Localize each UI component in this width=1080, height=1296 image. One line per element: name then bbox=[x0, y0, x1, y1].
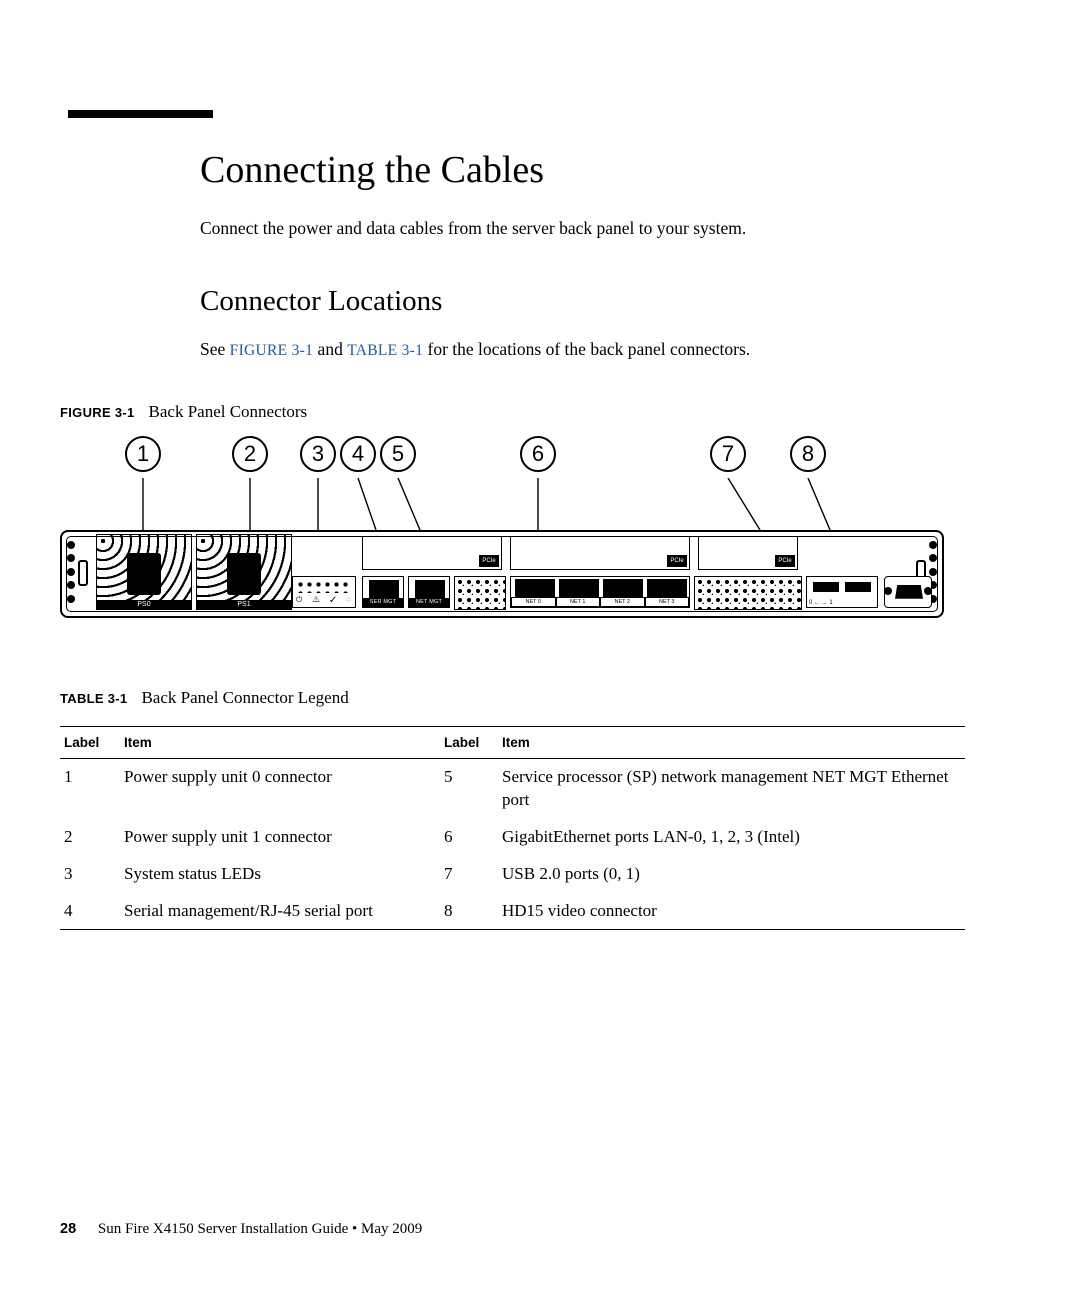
heading-connecting-cables: Connecting the Cables bbox=[200, 148, 990, 192]
table-row: 1Power supply unit 0 connector5Service p… bbox=[60, 758, 965, 818]
table-label: TABLE 3-1 bbox=[60, 691, 127, 706]
ref-pre: See bbox=[200, 339, 230, 359]
table-cell: 5 bbox=[440, 758, 498, 818]
table-title: Back Panel Connector Legend bbox=[141, 688, 348, 707]
callout-2: 2 bbox=[232, 436, 268, 472]
table-cell: System status LEDs bbox=[120, 856, 440, 893]
table-cell: HD15 video connector bbox=[498, 893, 965, 930]
section-rule bbox=[68, 110, 213, 118]
figure-label: FIGURE 3-1 bbox=[60, 405, 135, 420]
table-cell: 3 bbox=[60, 856, 120, 893]
th-item-2: Item bbox=[498, 726, 965, 758]
th-item-1: Item bbox=[120, 726, 440, 758]
psu0-label: PS0 bbox=[97, 600, 191, 610]
callout-8: 8 bbox=[790, 436, 826, 472]
table-cell: 7 bbox=[440, 856, 498, 893]
net-mgt-port: NET MGT bbox=[408, 576, 450, 608]
table-cell: 1 bbox=[60, 758, 120, 818]
status-leds: ⏻ ⚠ ✓ ◌ bbox=[292, 576, 356, 608]
callout-6: 6 bbox=[520, 436, 556, 472]
table-cell: USB 2.0 ports (0, 1) bbox=[498, 856, 965, 893]
table-cell: 2 bbox=[60, 819, 120, 856]
th-label-1: Label bbox=[60, 726, 120, 758]
ref-post: for the locations of the back panel conn… bbox=[423, 339, 750, 359]
hd15-video-connector bbox=[884, 576, 932, 608]
callout-5: 5 bbox=[380, 436, 416, 472]
figure-back-panel: 12345678 PS0 PS1 ⏻ ⚠ ✓ ◌ PCIe bbox=[60, 436, 950, 618]
table-cell: Serial management/RJ-45 serial port bbox=[120, 893, 440, 930]
table-row: 3System status LEDs7USB 2.0 ports (0, 1) bbox=[60, 856, 965, 893]
page-footer: 28 Sun Fire X4150 Server Installation Gu… bbox=[60, 1221, 422, 1238]
leader-lines bbox=[60, 478, 950, 530]
ref-mid: and bbox=[313, 339, 347, 359]
intro-paragraph: Connect the power and data cables from t… bbox=[200, 216, 990, 241]
connector-legend-table: Label Item Label Item 1Power supply unit… bbox=[60, 726, 965, 931]
callout-3: 3 bbox=[300, 436, 336, 472]
table-cell: Service processor (SP) network managemen… bbox=[498, 758, 965, 818]
callout-7: 7 bbox=[710, 436, 746, 472]
table-cell: 4 bbox=[60, 893, 120, 930]
callout-1: 1 bbox=[125, 436, 161, 472]
xref-figure-3-1[interactable]: FIGURE 3-1 bbox=[230, 342, 314, 359]
ser-mgt-port: SER MGT bbox=[362, 576, 404, 608]
heading-connector-locations: Connector Locations bbox=[200, 285, 990, 318]
table-cell: 8 bbox=[440, 893, 498, 930]
callout-4: 4 bbox=[340, 436, 376, 472]
table-row: 4Serial management/RJ-45 serial port8HD1… bbox=[60, 893, 965, 930]
reference-sentence: See FIGURE 3-1 and TABLE 3-1 for the loc… bbox=[200, 336, 990, 362]
figure-caption: FIGURE 3-1 Back Panel Connectors bbox=[60, 402, 990, 422]
usb-ports: 0 ← → 1 bbox=[806, 576, 878, 608]
page-number: 28 bbox=[60, 1221, 76, 1237]
table-cell: Power supply unit 1 connector bbox=[120, 819, 440, 856]
table-row: 2Power supply unit 1 connector6GigabitEt… bbox=[60, 819, 965, 856]
xref-table-3-1[interactable]: TABLE 3-1 bbox=[347, 342, 423, 359]
footer-text: Sun Fire X4150 Server Installation Guide… bbox=[98, 1221, 422, 1237]
table-cell: Power supply unit 0 connector bbox=[120, 758, 440, 818]
figure-title: Back Panel Connectors bbox=[149, 402, 308, 421]
th-label-2: Label bbox=[440, 726, 498, 758]
table-cell: GigabitEthernet ports LAN-0, 1, 2, 3 (In… bbox=[498, 819, 965, 856]
psu1-label: PS1 bbox=[197, 600, 291, 610]
table-caption: TABLE 3-1 Back Panel Connector Legend bbox=[60, 688, 990, 708]
server-back-panel-diagram: PS0 PS1 ⏻ ⚠ ✓ ◌ PCIe PCIe PCIe SER MGT N… bbox=[60, 530, 944, 618]
gigabit-ethernet-ports: NET 0 NET 1 NET 2 NET 3 bbox=[510, 576, 690, 608]
table-cell: 6 bbox=[440, 819, 498, 856]
